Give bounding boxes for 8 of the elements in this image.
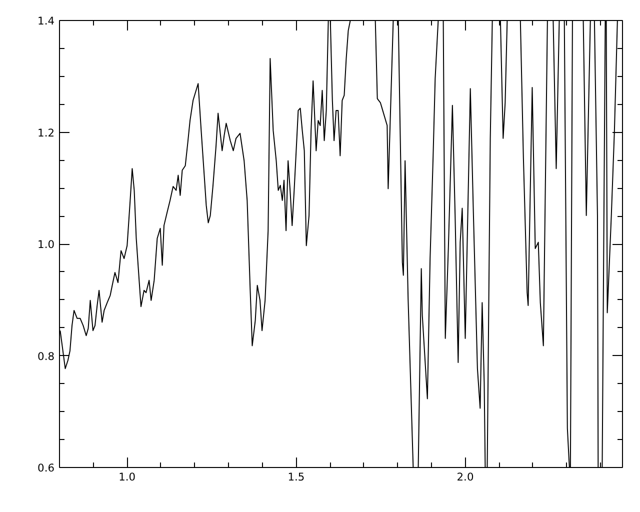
x-tick-label: 1.5: [288, 470, 305, 484]
x-tick-label: 2.0: [456, 470, 474, 484]
y-tick-label: 0.8: [38, 350, 55, 363]
x-tick-label: 1.0: [118, 470, 136, 484]
y-tick-label: 0.6: [38, 462, 55, 474]
y-tick-label: 1.2: [38, 126, 55, 140]
y-tick-label: 1.0: [38, 238, 55, 251]
y-tick-label: 1.4: [38, 14, 55, 28]
